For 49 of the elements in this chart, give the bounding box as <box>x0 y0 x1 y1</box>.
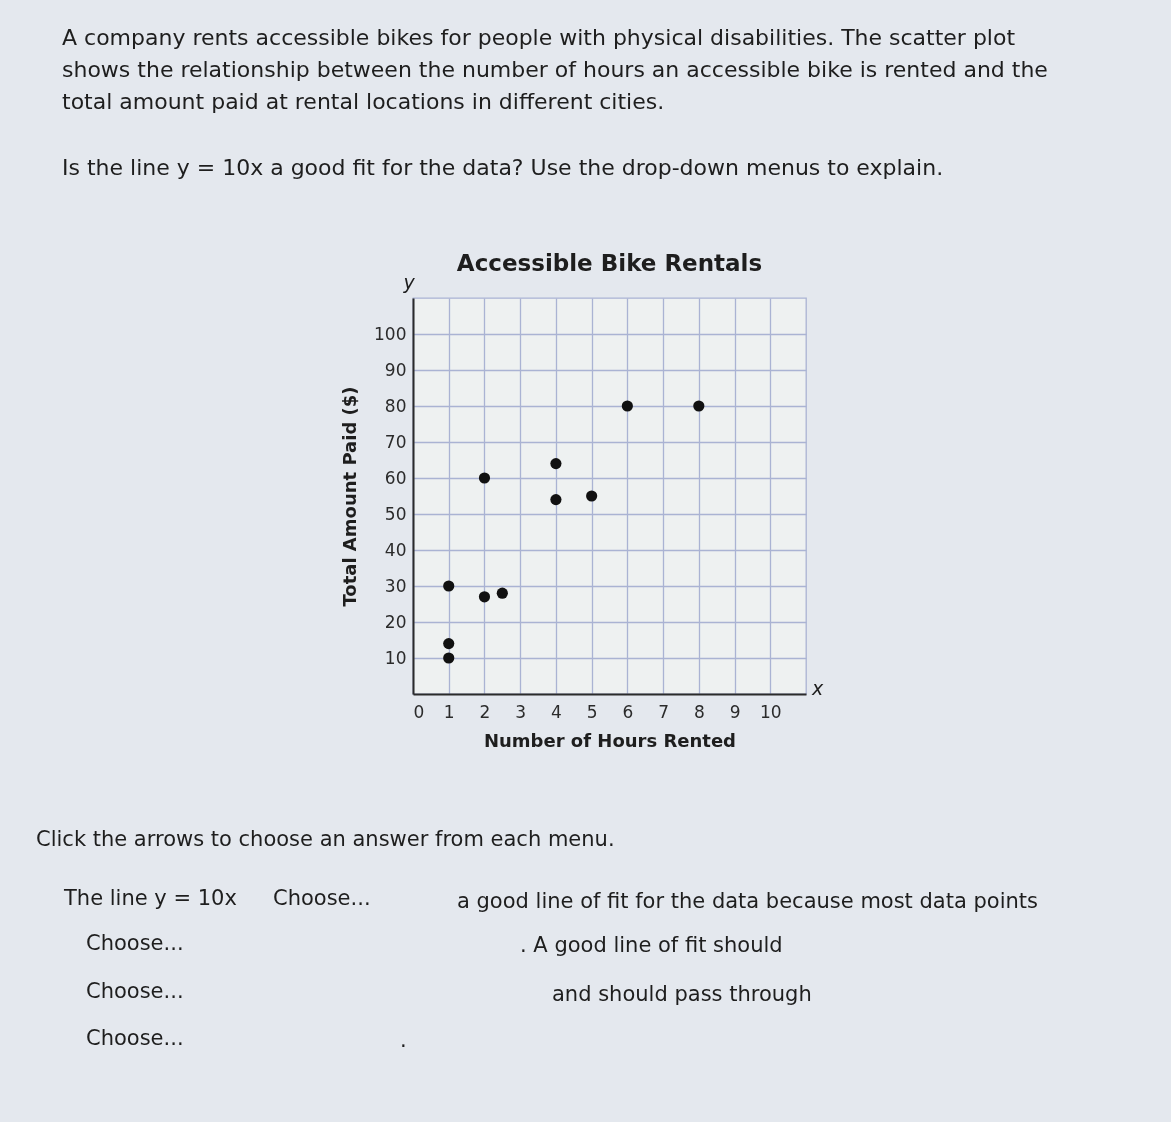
text: Is the line y = 10x a good fit for the data? Use the drop-down menus to explain. <box>62 155 944 180</box>
text: and should pass through <box>552 982 812 1006</box>
text: The line y = 10x <box>63 886 237 910</box>
y-tick-label: 20 <box>384 611 407 632</box>
point <box>478 591 491 603</box>
text: . A good line of fit should <box>520 933 783 957</box>
text: . <box>400 1028 407 1052</box>
point <box>496 587 508 599</box>
x-tick-label: 2 <box>479 701 491 722</box>
x-tick-label: 8 <box>693 701 705 722</box>
y-tick-label: 90 <box>384 359 407 380</box>
y-tick-label: 80 <box>384 395 407 416</box>
point <box>550 494 562 506</box>
point <box>443 652 455 664</box>
x-tick-label: 10 <box>759 701 782 722</box>
y-tick-label: 50 <box>384 503 407 524</box>
point <box>693 400 705 412</box>
x-tick-label: 0 <box>413 701 425 722</box>
x-tick-label: 6 <box>622 701 634 722</box>
point <box>478 472 491 484</box>
point <box>443 638 455 650</box>
point <box>550 458 562 470</box>
text: Choose... <box>86 1026 184 1050</box>
point <box>443 580 455 592</box>
y-tick-label: 100 <box>374 323 407 344</box>
x-tick-label: 7 <box>658 701 670 722</box>
text: Choose... <box>86 979 184 1003</box>
text: A company rents accessible bikes for people with physical disabilities. The scatter plot shows the relationship between the number of hours an accessible bike is rented and the total amount paid at rental locations in different cities. <box>62 25 1048 114</box>
text: Click the arrows to choose an answer from each menu. <box>36 827 615 851</box>
y-tick-label: 70 <box>384 431 407 452</box>
x-axis-title: Number of Hours Rented <box>483 729 737 751</box>
y-tick-label: 30 <box>384 575 407 596</box>
text: Choose... <box>86 931 184 955</box>
x-tick-label: 3 <box>515 701 527 722</box>
point <box>586 490 598 502</box>
point <box>621 400 633 412</box>
x-tick-label: 5 <box>586 701 598 722</box>
text: x <box>811 677 824 699</box>
y-tick-label: 40 <box>384 539 407 560</box>
chart-title: Accessible Bike Rentals <box>456 250 763 276</box>
x-tick-label: 1 <box>443 701 455 722</box>
y-axis-title: Total Amount Paid ($) <box>339 386 361 607</box>
text: a good line of fit for the data because most data points <box>457 889 1039 913</box>
x-tick-label: 9 <box>729 701 741 722</box>
x-tick-label: 4 <box>550 701 562 722</box>
text: Choose... <box>273 886 371 910</box>
y-tick-label: 10 <box>384 647 407 668</box>
y-tick-label: 60 <box>384 467 407 488</box>
text: y <box>402 271 416 293</box>
